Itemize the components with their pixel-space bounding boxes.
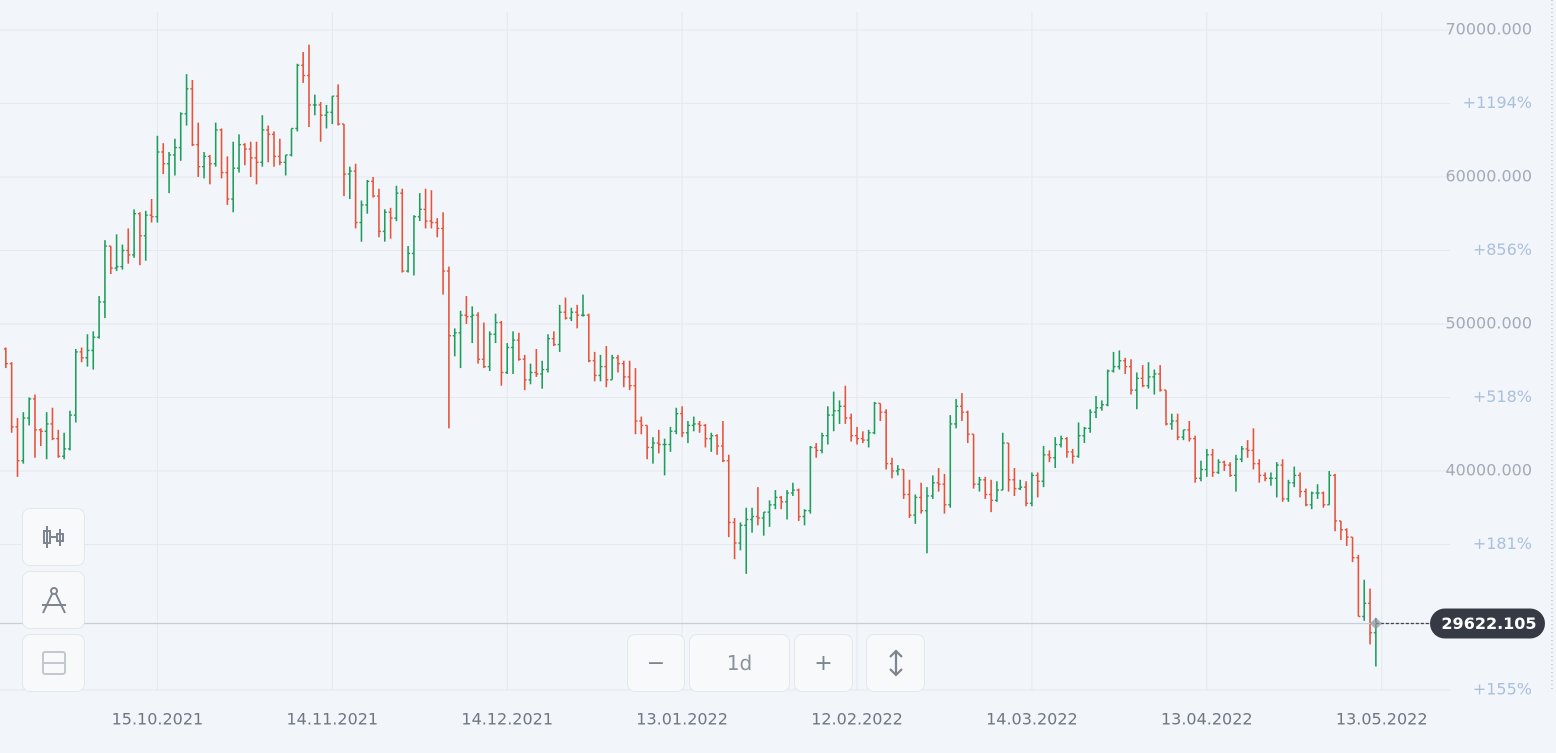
drawing-tool-button[interactable] (22, 571, 85, 629)
interval-button[interactable]: 1d (689, 634, 790, 692)
price-label-bg (1430, 608, 1545, 639)
chart-type-button[interactable] (22, 508, 85, 566)
pct-tick-label: +856% (1473, 240, 1532, 259)
x-tick-label: 14.03.2022 (986, 710, 1078, 729)
vertical-arrows-icon (888, 649, 903, 677)
pct-tick-label: +1194% (1463, 93, 1532, 112)
layout-icon (41, 651, 66, 675)
x-tick-label: 14.11.2021 (287, 710, 379, 729)
price-marker (1369, 617, 1382, 630)
zoom-out-button[interactable]: − (627, 634, 685, 692)
x-tick-label: 13.01.2022 (636, 710, 728, 729)
x-tick-label: 14.12.2021 (461, 710, 553, 729)
bars (3, 44, 1378, 667)
x-tick-label: 12.02.2022 (811, 710, 903, 729)
x-tick-label: 13.05.2022 (1336, 710, 1428, 729)
y-tick-label: 70000.000 (1445, 19, 1532, 38)
y-tick-label: 60000.000 (1445, 166, 1532, 185)
y-tick-label: 50000.000 (1445, 313, 1532, 332)
compass-icon (41, 587, 66, 614)
price-label: 29622.105 (1441, 614, 1536, 633)
pct-tick-label: +155% (1473, 680, 1532, 699)
x-tick-label: 13.04.2022 (1161, 710, 1253, 729)
pct-tick-label: +181% (1473, 534, 1532, 553)
zoom-in-button[interactable]: + (794, 634, 853, 692)
x-tick-label: 15.10.2021 (112, 710, 204, 729)
y-tick-label: 40000.000 (1445, 460, 1532, 479)
candles-icon (42, 526, 64, 548)
layout-button[interactable] (22, 634, 85, 692)
pct-tick-label: +518% (1473, 387, 1532, 406)
autoscale-button[interactable] (866, 634, 925, 692)
